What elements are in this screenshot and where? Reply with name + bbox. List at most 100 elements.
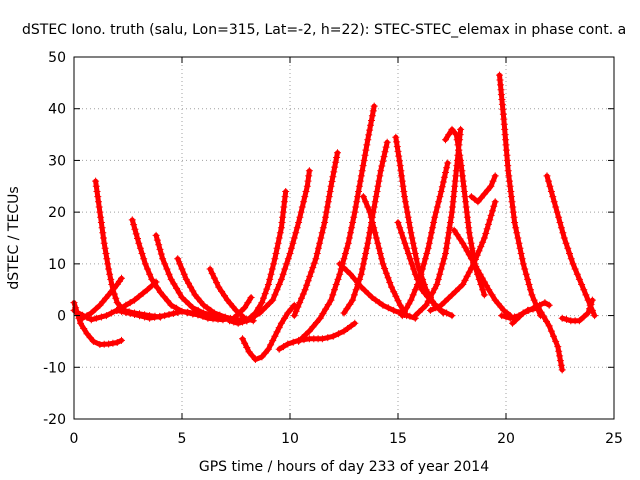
data-point-marker [213, 279, 221, 287]
data-point-marker [208, 270, 216, 278]
data-point-marker [370, 102, 378, 110]
data-point-marker [547, 327, 555, 335]
x-tick-label: 15 [389, 431, 407, 447]
data-point-marker [587, 300, 595, 308]
data-point-marker [279, 270, 287, 278]
data-point-marker [461, 276, 469, 284]
data-point-marker [447, 213, 455, 221]
data-point-marker [219, 316, 227, 324]
data-point-marker [266, 275, 274, 283]
data-point-marker [462, 203, 470, 211]
data-point-marker [350, 291, 358, 299]
data-point-marker [556, 352, 564, 360]
data-point-marker [463, 272, 471, 280]
data-point-marker [332, 281, 340, 288]
data-point-marker [87, 316, 95, 324]
data-point-marker [376, 172, 384, 180]
data-point-marker [351, 319, 359, 327]
data-point-marker [349, 219, 357, 226]
data-point-marker [372, 234, 380, 242]
data-point-marker [470, 260, 478, 268]
y-tick-label: -20 [43, 412, 66, 428]
data-point-marker [146, 314, 154, 322]
data-point-marker [361, 151, 369, 159]
data-point-marker [180, 270, 188, 278]
data-point-marker [409, 239, 417, 247]
x-tick-label: 5 [178, 431, 187, 447]
data-point-marker [356, 275, 364, 283]
data-point-marker [363, 141, 371, 149]
series-31 [543, 172, 599, 320]
data-point-marker [569, 260, 577, 268]
data-point-marker [573, 270, 581, 278]
data-point-marker [302, 331, 310, 338]
data-point-marker [128, 216, 136, 224]
data-point-marker [555, 347, 563, 355]
data-point-marker [203, 304, 211, 312]
data-point-marker [451, 177, 459, 185]
data-point-marker [360, 156, 368, 164]
data-point-marker [358, 265, 366, 273]
data-point-marker [429, 289, 437, 297]
data-point-marker [96, 301, 104, 309]
data-point-marker [230, 318, 238, 326]
data-point-marker [77, 319, 84, 327]
data-point-marker [274, 239, 282, 247]
data-point-marker [343, 244, 351, 252]
data-point-marker [313, 319, 321, 326]
series-22 [394, 219, 456, 320]
data-point-marker [153, 236, 161, 244]
data-point-marker [93, 188, 101, 195]
data-point-marker [413, 275, 421, 283]
data-point-marker [436, 193, 444, 201]
data-point-marker [586, 305, 593, 313]
data-point-marker [343, 267, 351, 275]
data-point-marker [545, 301, 553, 309]
data-point-marker [584, 309, 592, 317]
data-point-marker [141, 260, 149, 268]
data-point-marker [194, 311, 202, 319]
data-point-marker [118, 336, 125, 344]
data-point-marker [157, 250, 165, 258]
y-tick-label: 20 [48, 205, 66, 221]
data-point-marker [426, 306, 434, 314]
y-axis-label: dSTEC / TECUs [6, 186, 22, 289]
data-point-marker [316, 314, 324, 322]
data-point-marker [381, 148, 389, 156]
data-point-marker [122, 309, 130, 316]
data-point-marker [304, 277, 312, 285]
data-point-marker [398, 229, 405, 237]
data-point-marker [269, 337, 277, 345]
data-point-marker [445, 229, 453, 237]
data-point-marker [444, 294, 452, 302]
data-point-marker [189, 287, 197, 295]
data-point-marker [434, 275, 442, 283]
data-point-marker [341, 250, 349, 257]
data-point-marker [339, 263, 347, 271]
data-point-marker [546, 182, 554, 190]
data-point-marker [139, 289, 147, 297]
data-point-marker [333, 154, 341, 161]
data-point-marker [554, 343, 562, 351]
data-point-marker [432, 208, 440, 216]
data-point-marker [346, 300, 354, 308]
data-point-marker [448, 291, 456, 299]
data-point-marker [401, 239, 409, 247]
data-point-marker [505, 172, 513, 180]
data-point-marker [407, 229, 415, 237]
data-point-marker [549, 193, 557, 201]
data-point-marker [384, 274, 392, 282]
data-point-marker [107, 275, 115, 283]
data-point-marker [357, 172, 365, 180]
data-point-marker [375, 177, 383, 185]
data-point-marker [491, 172, 499, 180]
data-point-marker [564, 244, 572, 252]
data-point-marker [467, 239, 475, 247]
data-point-marker [457, 162, 465, 170]
data-point-marker [557, 361, 565, 369]
y-tick-label: -10 [43, 360, 66, 376]
data-point-marker [134, 235, 141, 242]
data-point-marker [244, 299, 252, 307]
series-line [227, 189, 289, 326]
data-point-marker [325, 193, 333, 201]
